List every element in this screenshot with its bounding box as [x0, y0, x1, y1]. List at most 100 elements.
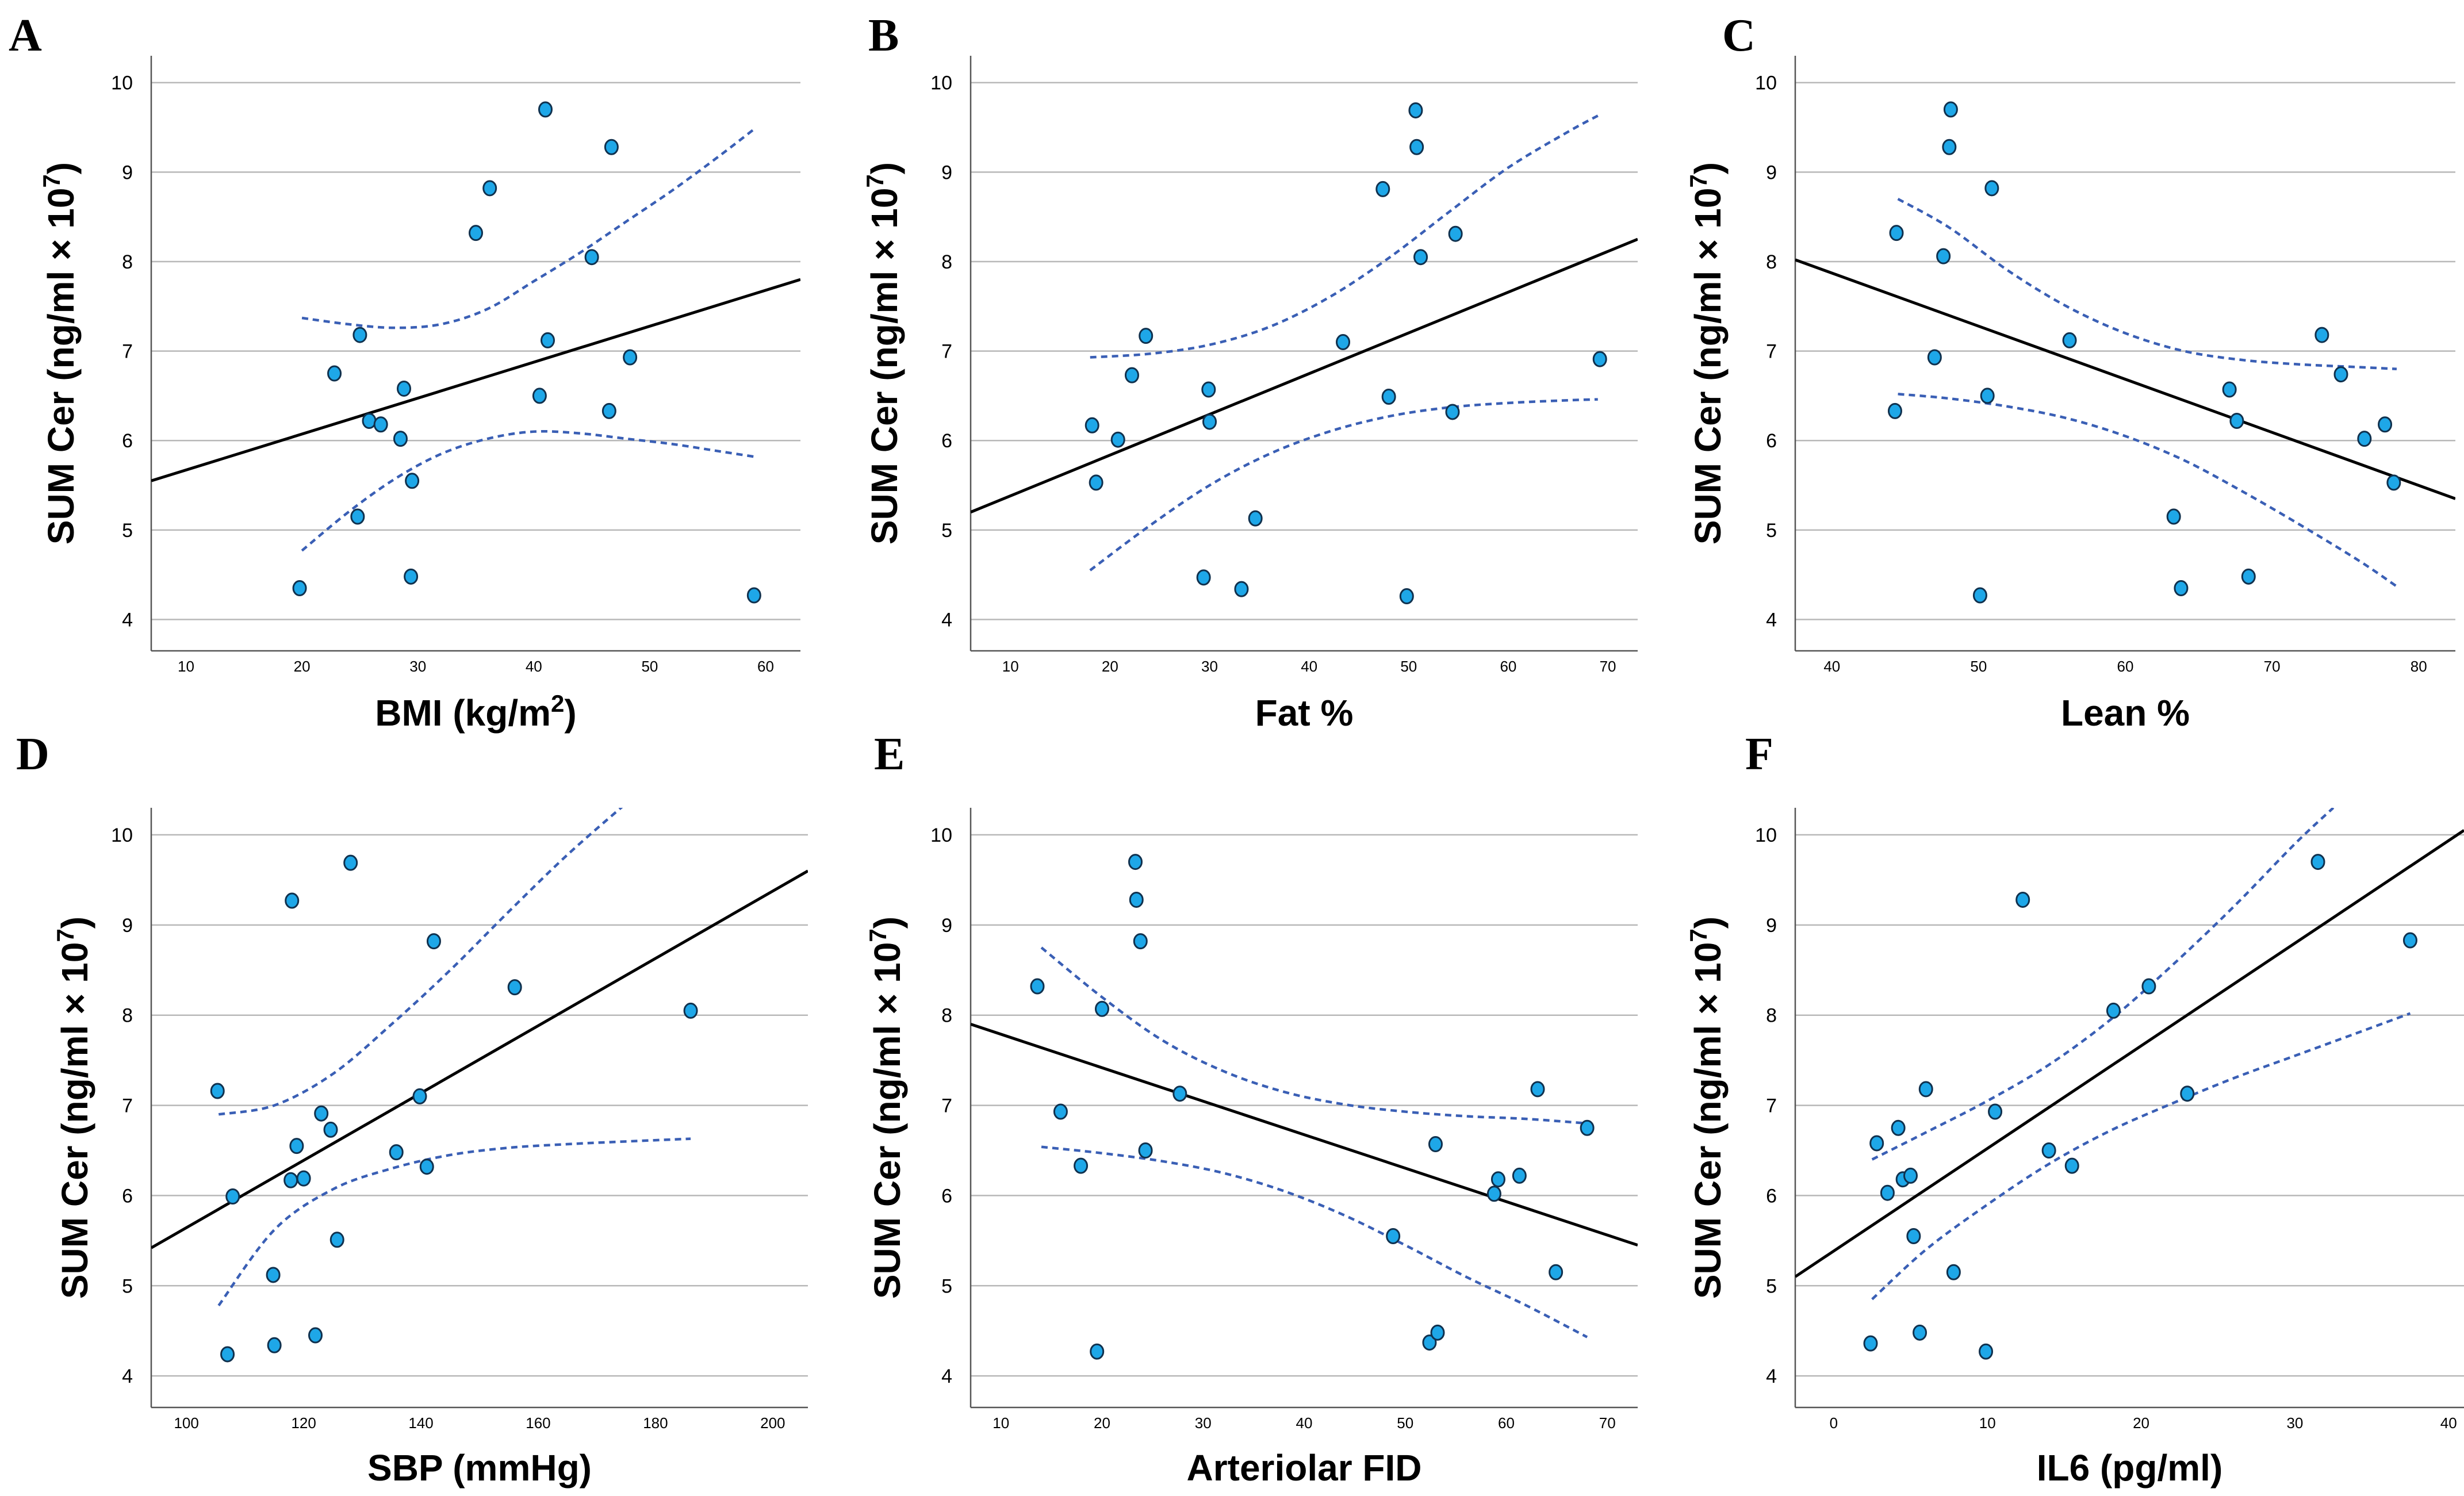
regression-line — [1795, 829, 2464, 1278]
y-tick-label: 4 — [122, 1365, 133, 1387]
data-point — [1428, 1136, 1443, 1153]
data-point — [1248, 510, 1263, 527]
data-point — [2310, 854, 2325, 870]
ci-upper-line — [1897, 198, 2397, 370]
data-point — [2314, 327, 2329, 343]
data-point — [1946, 1264, 1961, 1280]
data-point — [2141, 978, 2156, 995]
y-tick-label: 8 — [122, 251, 133, 273]
y-tick-label: 8 — [941, 1005, 952, 1027]
x-axis-title: IL6 (pg/ml) — [2037, 1447, 2223, 1489]
data-point — [538, 101, 553, 118]
data-point — [1386, 1228, 1401, 1244]
x-tick-label: 40 — [1296, 1414, 1313, 1432]
data-point — [1490, 1171, 1505, 1188]
data-point — [296, 1170, 311, 1187]
x-tick-label: 200 — [760, 1414, 785, 1432]
y-tick-label: 8 — [1766, 1005, 1777, 1027]
data-point — [1869, 1135, 1884, 1152]
y-tick-label: 7 — [1766, 341, 1777, 363]
x-tick-label: 30 — [1195, 1414, 1212, 1432]
data-point — [1918, 1081, 1933, 1098]
y-axis-title: SUM Cer (ng/ml × 107) — [1685, 916, 1729, 1299]
panel-e: E 4 5 6 7 8 9 10 10 20 30 40 50 60 70 Arteriolar FID SU… — [864, 729, 1638, 1489]
ci-lower-line — [301, 429, 754, 552]
data-point — [1972, 587, 1987, 604]
data-point — [266, 1267, 281, 1283]
data-point — [405, 473, 420, 489]
y-tick-label: 8 — [122, 1005, 133, 1027]
data-point — [210, 1083, 225, 1099]
data-point — [584, 249, 599, 266]
data-point — [1133, 933, 1148, 950]
data-point — [1413, 249, 1428, 266]
y-tick-label: 5 — [122, 520, 133, 542]
ci-lower-line — [1871, 1012, 2411, 1301]
panel-b: B 4 5 6 7 8 9 10 10 20 30 40 50 60 70 Fat % SUM Cer (ng… — [861, 10, 1638, 734]
data-point — [314, 1105, 329, 1122]
data-point — [343, 854, 358, 871]
y-tick-label: 5 — [1766, 520, 1777, 542]
data-point — [419, 1159, 434, 1175]
y-tick-label: 9 — [941, 162, 952, 183]
ci-lower-line — [217, 1137, 691, 1307]
y-axis-title: SUM Cer (ng/ml × 107) — [38, 162, 82, 544]
data-point — [2357, 431, 2372, 447]
data-point — [389, 1144, 404, 1161]
data-point — [1094, 1000, 1109, 1017]
x-tick-label: 180 — [643, 1414, 668, 1432]
panel-letter: F — [1745, 729, 1773, 780]
data-point — [1030, 978, 1045, 995]
x-tick-label: 50 — [641, 658, 658, 675]
data-point — [2378, 416, 2393, 433]
data-point — [1089, 474, 1103, 491]
y-tick-label: 4 — [941, 609, 952, 631]
data-point — [1336, 334, 1351, 351]
regression-line — [971, 1023, 1638, 1247]
data-point — [2402, 932, 2417, 949]
y-tick-label: 5 — [941, 520, 952, 542]
y-tick-label: 9 — [941, 915, 952, 937]
x-tick-label: 10 — [1002, 658, 1019, 675]
data-point — [2062, 332, 2077, 348]
data-point — [482, 180, 497, 197]
data-point — [292, 580, 307, 597]
ci-upper-line — [218, 808, 623, 1116]
data-point — [1486, 1186, 1501, 1202]
data-point — [373, 416, 388, 433]
y-tick-label: 5 — [122, 1275, 133, 1297]
y-tick-label: 6 — [122, 430, 133, 452]
x-axis-title: Fat % — [1255, 692, 1354, 734]
x-tick-label: 40 — [1301, 658, 1317, 675]
x-axis-title: BMI (kg/m2) — [375, 690, 576, 734]
data-point — [1903, 1167, 1918, 1184]
data-point — [1448, 225, 1463, 242]
data-point — [1053, 1103, 1068, 1120]
data-point — [1196, 569, 1211, 586]
panel-a: A 4 5 6 7 8 9 10 10 20 30 40 50 60 BMI (kg/m2) SUM Cer… — [9, 10, 800, 734]
data-point — [1234, 581, 1249, 597]
x-tick-label: 20 — [2133, 1414, 2149, 1432]
data-point — [1139, 328, 1154, 344]
data-point — [350, 508, 365, 525]
data-point — [285, 892, 300, 909]
ci-lower-line — [1089, 398, 1598, 571]
ci-lower-line — [1041, 1145, 1588, 1338]
plot-area — [151, 808, 808, 1307]
y-tick-label: 7 — [941, 341, 952, 363]
data-point — [1549, 1264, 1564, 1280]
x-tick-label: 40 — [1823, 658, 1840, 675]
y-tick-label: 9 — [1766, 915, 1777, 937]
y-tick-label: 10 — [930, 72, 952, 94]
y-tick-label: 5 — [1766, 1275, 1777, 1297]
data-point — [1984, 180, 1999, 197]
data-point — [1887, 402, 1902, 419]
data-point — [1980, 388, 1995, 404]
data-point — [2174, 580, 2189, 597]
y-tick-label: 8 — [941, 251, 952, 273]
y-axis-title: SUM Cer (ng/ml × 107) — [864, 916, 908, 1299]
y-tick-label: 10 — [1755, 72, 1777, 94]
data-point — [1580, 1119, 1595, 1136]
data-point — [1085, 417, 1099, 434]
data-point — [1880, 1184, 1895, 1201]
